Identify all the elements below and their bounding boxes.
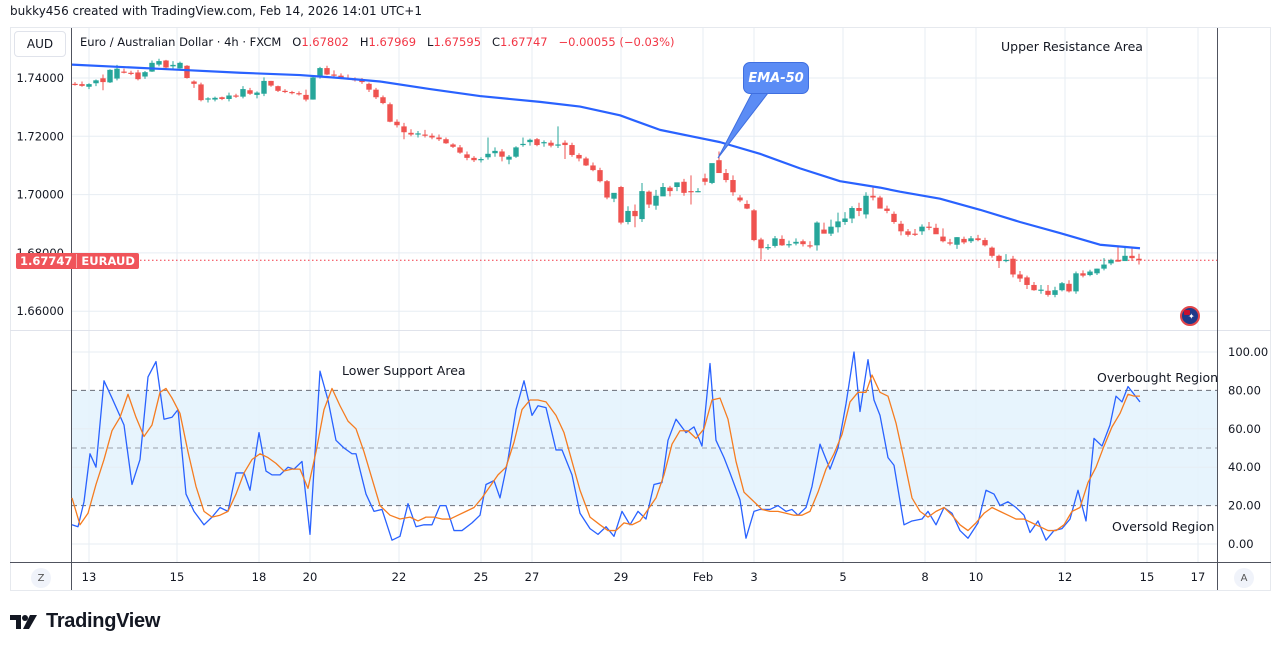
svg-text:40.00: 40.00 [1228, 460, 1261, 474]
svg-text:22: 22 [392, 570, 407, 584]
last-price-symbol: EURAUD [76, 254, 138, 268]
svg-text:15: 15 [170, 570, 185, 584]
legend-high-label: H [359, 35, 369, 49]
svg-text:10: 10 [969, 570, 984, 584]
last-price-tag: 1.67747 EURAUD [16, 253, 139, 269]
overbought-label: Overbought Region [1097, 370, 1219, 385]
currency-unit-button[interactable]: AUD [14, 31, 66, 57]
svg-text:3: 3 [750, 570, 757, 584]
svg-text:20.00: 20.00 [1228, 499, 1261, 513]
upper-resistance-label: Upper Resistance Area [1001, 39, 1143, 54]
ema-50-callout[interactable]: EMA-50 [743, 62, 809, 94]
symbol-legend: Euro / Australian Dollar · 4h · FXCM O1.… [80, 35, 675, 49]
lower-support-label: Lower Support Area [342, 363, 466, 378]
svg-text:18: 18 [252, 570, 267, 584]
tradingview-logo[interactable]: TradingView [10, 610, 160, 633]
svg-text:5: 5 [839, 570, 846, 584]
legend-change: −0.00055 (−0.03%) [558, 35, 675, 49]
svg-text:60.00: 60.00 [1228, 422, 1261, 436]
svg-text:12: 12 [1058, 570, 1073, 584]
auto-scale-right-button[interactable]: A [1234, 568, 1254, 588]
svg-text:0.00: 0.00 [1228, 537, 1254, 551]
svg-text:1.72000: 1.72000 [16, 129, 64, 143]
last-price: 1.67747 [20, 254, 73, 268]
svg-text:Feb: Feb [693, 570, 713, 584]
svg-text:17: 17 [1191, 570, 1206, 584]
tradingview-logo-icon [10, 614, 37, 629]
svg-text:100.00: 100.00 [1228, 345, 1268, 359]
svg-text:15: 15 [1140, 570, 1155, 584]
legend-open: 1.67802 [301, 35, 349, 49]
tradingview-brand: TradingView [46, 610, 161, 632]
australia-flag-icon[interactable] [1180, 306, 1200, 326]
svg-text:13: 13 [82, 570, 97, 584]
legend-close: 1.67747 [500, 35, 548, 49]
svg-text:1.74000: 1.74000 [16, 71, 64, 85]
chart-caption: bukky456 created with TradingView.com, F… [10, 4, 422, 18]
svg-text:20: 20 [303, 570, 318, 584]
legend-open-label: O [292, 35, 302, 49]
svg-text:8: 8 [921, 570, 928, 584]
legend-high: 1.67969 [368, 35, 417, 49]
svg-text:1.66000: 1.66000 [16, 304, 64, 318]
legend-title: Euro / Australian Dollar · 4h · FXCM [80, 35, 282, 49]
svg-text:27: 27 [525, 570, 540, 584]
auto-scale-left-button[interactable]: Z [31, 568, 51, 588]
oversold-label: Oversold Region [1112, 519, 1215, 534]
svg-text:80.00: 80.00 [1228, 383, 1261, 397]
svg-text:1.70000: 1.70000 [16, 188, 64, 202]
legend-low-label: L [427, 35, 434, 49]
svg-text:29: 29 [614, 570, 629, 584]
svg-text:25: 25 [474, 570, 489, 584]
legend-close-label: C [491, 35, 501, 49]
legend-low: 1.67595 [433, 35, 482, 49]
